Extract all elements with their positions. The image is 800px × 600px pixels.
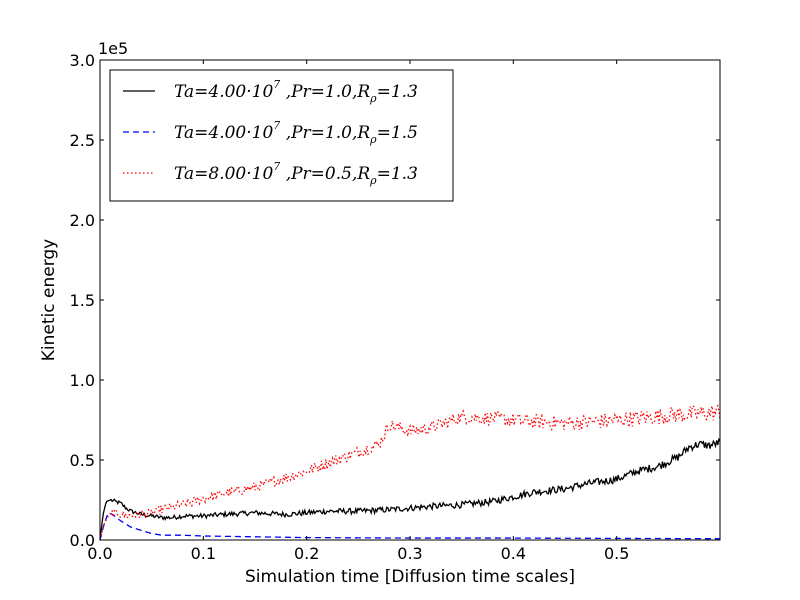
- legend-label-2: Ta=4.00·107 ,Pr=1.0,Rρ=1.5: [174, 119, 418, 146]
- legend-box: [109, 69, 454, 202]
- y-axis-label: Kinetic energy: [39, 239, 59, 361]
- y-tick-label: 2.5: [70, 131, 95, 150]
- y-tick-label: 2.0: [70, 211, 95, 230]
- legend-label-3: Ta=8.00·107 ,Pr=0.5,Rρ=1.3: [174, 160, 418, 187]
- x-tick-label: 0.5: [604, 544, 629, 563]
- y-tick-label: 0.0: [70, 531, 95, 550]
- series-line-3: [99, 404, 721, 541]
- x-tick-label: 0.1: [191, 544, 216, 563]
- x-tick-label: 0.3: [397, 544, 422, 563]
- x-axis-label: Simulation time [Diffusion time scales]: [245, 567, 575, 587]
- x-tick-label: 0.4: [501, 544, 526, 563]
- y-tick-label: 0.5: [70, 451, 95, 470]
- y-offset-label: 1e5: [98, 39, 128, 58]
- y-tick-label: 1.0: [70, 371, 95, 390]
- legend: Ta=4.00·107 ,Pr=1.0,Rρ=1.3 Ta=4.00·107 ,P…: [109, 69, 454, 202]
- x-tick-label: 0.0: [87, 544, 112, 563]
- y-tick-label: 3.0: [70, 51, 95, 70]
- legend-label-1: Ta=4.00·107 ,Pr=1.0,Rρ=1.3: [174, 78, 418, 105]
- y-tick-label: 1.5: [70, 291, 95, 310]
- series-line-1: [99, 437, 721, 541]
- x-tick-label: 0.2: [294, 544, 319, 563]
